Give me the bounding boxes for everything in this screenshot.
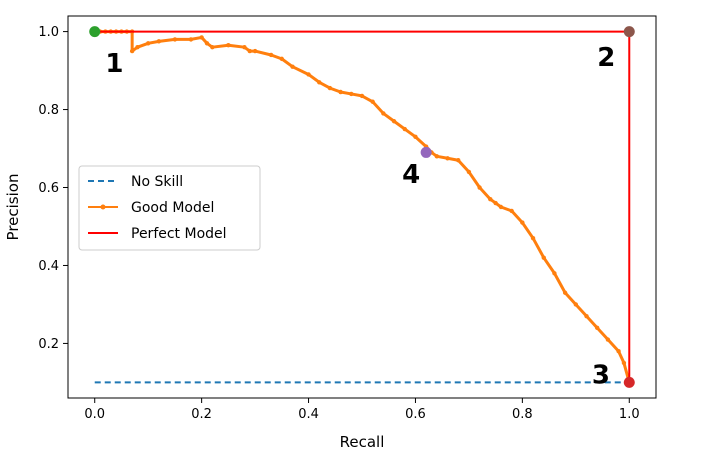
good-model-point [210,44,215,50]
good-model-point [520,220,525,225]
good-model-point [188,37,194,42]
legend-label: Good Model [131,200,214,216]
y-tick-label: 0.2 [38,337,59,352]
good-model-point [488,197,493,202]
good-model-point [621,360,627,366]
good-model-point [156,39,162,44]
good-model-point [268,52,274,58]
good-model-point [466,169,472,175]
legend-box [78,165,261,251]
annotations-layer: 1 2 3 4 [105,43,615,391]
good-model-point [252,48,258,54]
good-model-point [445,156,450,161]
good-model-point [172,37,178,42]
plot-frame [67,15,657,399]
good-model-point [562,290,568,295]
x-tick-label: 0.4 [298,407,319,422]
x-tick-label: 0.8 [512,407,533,422]
good-model-point [145,41,151,46]
marker-3 [623,376,635,388]
good-model-point [327,85,333,91]
marker-1 [89,26,101,38]
good-model-point [199,35,204,40]
x-tick-label: 0.0 [84,407,105,422]
good-model-point [381,111,386,116]
good-model-point [573,302,579,307]
good-model-point [317,80,322,85]
good-model-point [541,255,546,260]
good-model-point [129,48,135,54]
legend: No Skill Good Model Perfect Model [78,165,261,251]
x-tick-label: 1.0 [619,407,640,422]
good-model-point [530,235,536,241]
good-model-point [413,134,418,140]
good-model-point [290,64,295,69]
good-model-point [370,99,375,104]
good-model-point [434,154,440,159]
good-model-point [402,126,407,132]
y-tick-label: 0.6 [38,181,59,196]
axes: 0.0 0.2 0.4 0.6 0.8 1.0 0.2 0.4 0.6 0.8 1.0 [38,25,639,422]
x-axis-label: Recall [340,433,385,451]
x-tick-label: 0.2 [191,407,212,422]
good-model-point [349,91,354,97]
y-tick-label: 0.8 [38,103,59,118]
good-model-point [605,337,611,342]
good-model-point [509,208,514,214]
good-model-point [552,271,557,276]
annotation-4: 4 [402,160,420,190]
annotation-3: 3 [592,361,610,391]
good-model-point [279,56,285,62]
good-model-point [226,43,231,48]
good-model-point [616,349,621,354]
good-model-point [584,313,589,319]
good-model-point [477,185,482,190]
good-model-point [498,204,504,210]
good-model-point [338,89,343,95]
good-model-point [391,119,397,124]
y-tick-label: 1.0 [38,25,59,40]
legend-label: Perfect Model [131,226,227,242]
series-line-good-model [94,30,631,383]
good-model-point [493,200,498,206]
good-model-point [306,72,311,77]
good-model-point [242,44,247,50]
x-tick-label: 0.6 [405,407,426,422]
annotation-2: 2 [597,43,615,73]
good-model-point [359,93,365,99]
legend-label: No Skill [131,174,183,190]
markers-layer [89,26,635,388]
good-model-point [456,158,461,163]
annotation-1: 1 [105,49,123,79]
good-model-point [247,48,252,54]
legend-swatch-dot [100,204,106,210]
good-model-point [135,44,140,50]
y-axis-label: Precision [4,174,22,241]
marker-4 [420,146,432,158]
y-tick-label: 0.4 [38,259,59,274]
good-model-point [595,325,600,331]
good-model-point [204,41,210,46]
marker-2 [623,26,635,38]
